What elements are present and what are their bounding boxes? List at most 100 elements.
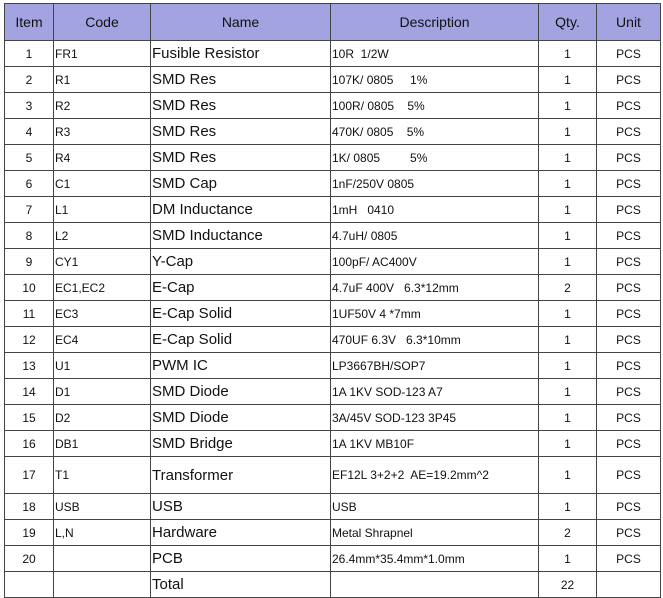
total-label: Total (150, 571, 331, 598)
cell-qty: 1 (538, 378, 597, 405)
cell-code: L2 (53, 222, 151, 249)
cell-unit: PCS (596, 92, 661, 119)
table-row: 1 FR1 Fusible Resistor 10R 1/2W 1 PCS (4, 40, 661, 67)
cell-description: Metal Shrapnel (330, 519, 539, 546)
cell-name: SMD Res (150, 92, 331, 119)
cell-description: 1A 1KV SOD-123 A7 (330, 378, 539, 405)
table-row: 9 CY1 Y-Cap 100pF/ AC400V 1 PCS (4, 248, 661, 275)
cell-name: Hardware (150, 519, 331, 546)
cell-description: 1A 1KV MB10F (330, 430, 539, 457)
cell-qty: 1 (538, 493, 597, 520)
cell-unit: PCS (596, 274, 661, 301)
bom-table: Item Code Name Description Qty. Unit 1 FR… (4, 3, 661, 598)
cell-unit: PCS (596, 545, 661, 572)
cell-name: Y-Cap (150, 248, 331, 275)
cell-name: E-Cap Solid (150, 326, 331, 353)
table-row: 15 D2 SMD Diode 3A/45V SOD-123 3P45 1 PCS (4, 404, 661, 431)
cell-qty: 1 (538, 118, 597, 145)
cell-name: SMD Bridge (150, 430, 331, 457)
table-row: 10 EC1,EC2 E-Cap 4.7uF 400V 6.3*12mm 2 PCS (4, 274, 661, 301)
cell-qty: 1 (538, 430, 597, 457)
cell-unit: PCS (596, 66, 661, 93)
cell-description: 100pF/ AC400V (330, 248, 539, 275)
cell-unit: PCS (596, 326, 661, 353)
cell-item: 18 (4, 493, 54, 520)
total-row: Total 22 (4, 571, 661, 598)
cell-code: EC1,EC2 (53, 274, 151, 301)
cell-item: 13 (4, 352, 54, 379)
cell-unit: PCS (596, 404, 661, 431)
cell-description: EF12L 3+2+2 AE=19.2mm^2 (330, 456, 539, 494)
cell-item: 8 (4, 222, 54, 249)
cell-description: 1K/ 0805 5% (330, 144, 539, 171)
cell-code: R4 (53, 144, 151, 171)
cell-qty: 1 (538, 144, 597, 171)
table-row: 4 R3 SMD Res 470K/ 0805 5% 1 PCS (4, 118, 661, 145)
cell-name: SMD Res (150, 118, 331, 145)
cell-code: EC4 (53, 326, 151, 353)
cell-code: U1 (53, 352, 151, 379)
cell-description: USB (330, 493, 539, 520)
table-row: 2 R1 SMD Res 107K/ 0805 1% 1 PCS (4, 66, 661, 93)
cell-name: SMD Res (150, 144, 331, 171)
cell-unit: PCS (596, 222, 661, 249)
cell-code: D2 (53, 404, 151, 431)
cell-code: CY1 (53, 248, 151, 275)
cell-qty: 1 (538, 545, 597, 572)
table-row: 20 PCB 26.4mm*35.4mm*1.0mm 1 PCS (4, 545, 661, 572)
cell-name: DM Inductance (150, 196, 331, 223)
cell-item: 17 (4, 456, 54, 494)
cell-name: Transformer (150, 456, 331, 494)
total-unit (596, 571, 661, 598)
cell-unit: PCS (596, 40, 661, 67)
cell-unit: PCS (596, 519, 661, 546)
header-item: Item (4, 3, 54, 41)
cell-code: R2 (53, 92, 151, 119)
cell-code: C1 (53, 170, 151, 197)
cell-code: USB (53, 493, 151, 520)
cell-item: 14 (4, 378, 54, 405)
cell-description: 4.7uF 400V 6.3*12mm (330, 274, 539, 301)
cell-qty: 1 (538, 196, 597, 223)
table-row: 7 L1 DM Inductance 1mH 0410 1 PCS (4, 196, 661, 223)
header-unit: Unit (596, 3, 661, 41)
header-qty: Qty. (538, 3, 597, 41)
cell-code: FR1 (53, 40, 151, 67)
cell-qty: 1 (538, 66, 597, 93)
cell-unit: PCS (596, 196, 661, 223)
cell-description: 4.7uH/ 0805 (330, 222, 539, 249)
table-row: 18 USB USB USB 1 PCS (4, 493, 661, 520)
table-row: 19 L,N Hardware Metal Shrapnel 2 PCS (4, 519, 661, 546)
cell-name: E-Cap (150, 274, 331, 301)
cell-name: SMD Diode (150, 404, 331, 431)
cell-unit: PCS (596, 248, 661, 275)
cell-qty: 1 (538, 222, 597, 249)
cell-name: SMD Res (150, 66, 331, 93)
total-code (53, 571, 151, 598)
table-row: 3 R2 SMD Res 100R/ 0805 5% 1 PCS (4, 92, 661, 119)
cell-code: T1 (53, 456, 151, 494)
table-row: 16 DB1 SMD Bridge 1A 1KV MB10F 1 PCS (4, 430, 661, 457)
cell-unit: PCS (596, 352, 661, 379)
header-row: Item Code Name Description Qty. Unit (4, 3, 661, 41)
cell-code: L1 (53, 196, 151, 223)
cell-code (53, 545, 151, 572)
cell-qty: 1 (538, 352, 597, 379)
cell-name: PWM IC (150, 352, 331, 379)
header-name: Name (150, 3, 331, 41)
cell-qty: 1 (538, 326, 597, 353)
cell-qty: 1 (538, 40, 597, 67)
cell-unit: PCS (596, 456, 661, 494)
header-code: Code (53, 3, 151, 41)
table-row: 5 R4 SMD Res 1K/ 0805 5% 1 PCS (4, 144, 661, 171)
table-row: 6 C1 SMD Cap 1nF/250V 0805 1 PCS (4, 170, 661, 197)
total-desc (330, 571, 539, 598)
cell-qty: 1 (538, 300, 597, 327)
cell-description: 107K/ 0805 1% (330, 66, 539, 93)
cell-description: 100R/ 0805 5% (330, 92, 539, 119)
cell-qty: 1 (538, 456, 597, 494)
cell-item: 1 (4, 40, 54, 67)
cell-unit: PCS (596, 118, 661, 145)
cell-name: SMD Diode (150, 378, 331, 405)
total-item (4, 571, 54, 598)
